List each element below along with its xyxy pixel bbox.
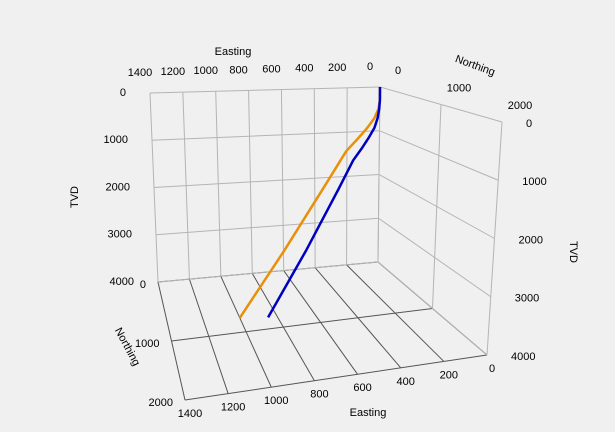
tick-label: 1000	[447, 82, 471, 94]
tick-label: 4000	[110, 276, 134, 288]
tick-label: 0	[367, 61, 373, 73]
tick-label: 0	[140, 279, 146, 291]
grid-line	[149, 86, 381, 94]
tick-label: 200	[440, 369, 458, 381]
grid	[149, 86, 503, 401]
tick-label: 0	[526, 118, 532, 130]
tick-label: 800	[310, 389, 328, 401]
tick-label: 3000	[515, 293, 539, 305]
tick-label: 1000	[193, 65, 217, 77]
tick-label: 1400	[128, 67, 152, 79]
grid-line	[153, 174, 380, 188]
tick-label: 400	[295, 63, 313, 75]
grid-line	[184, 354, 488, 401]
tick-label: 1000	[264, 395, 288, 407]
x-axis-title: Easting	[215, 46, 252, 58]
tick-label: 600	[353, 382, 371, 394]
grid-line	[155, 217, 379, 236]
grid-line	[379, 130, 499, 181]
grid-line	[377, 261, 488, 356]
tick-label: 0	[120, 87, 126, 99]
grid-line	[171, 308, 433, 342]
tick-label: 0	[489, 363, 495, 375]
tick-label: 2000	[106, 181, 130, 193]
grid-line	[157, 261, 379, 283]
tick-label: 800	[229, 64, 247, 76]
grid-line	[379, 86, 503, 123]
tick-label: 3000	[108, 229, 132, 241]
tick-label: 1000	[135, 338, 159, 350]
tick-label: 0	[395, 65, 401, 77]
tick-label: 1000	[104, 134, 128, 146]
tick-label: 2000	[149, 397, 173, 409]
grid-line	[378, 174, 495, 239]
grid-line	[378, 217, 492, 298]
plot	[238, 86, 382, 319]
well-path	[267, 86, 382, 319]
labels: 0 0 200 200 400 400 600 600 800 800 1000 1000 1200 12…	[104, 61, 547, 420]
grid-line	[151, 130, 380, 141]
tick-label: 2000	[519, 234, 543, 246]
tick-label: 400	[397, 376, 415, 388]
tick-label: 1200	[221, 401, 245, 413]
z-axis-title: TVD	[567, 241, 579, 263]
tick-label: 4000	[511, 351, 535, 363]
tick-label: 1000	[522, 176, 546, 188]
tick-label: 600	[262, 63, 280, 75]
z-axis-title: TVD	[69, 186, 81, 208]
tick-label: 2000	[508, 100, 532, 112]
tick-label: 1400	[178, 408, 202, 420]
tick-label: 200	[328, 62, 346, 74]
x-axis-title: Easting	[350, 407, 387, 419]
tick-label: 1200	[161, 66, 185, 78]
